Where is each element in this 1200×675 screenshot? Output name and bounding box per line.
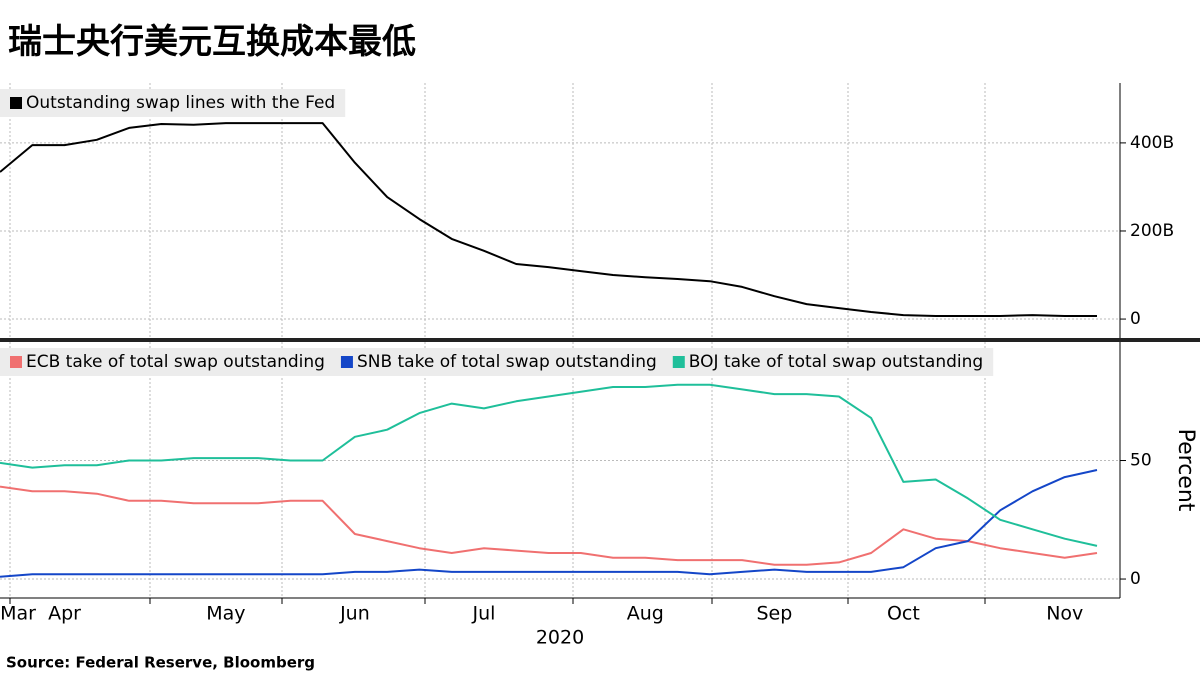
legend-bg: [0, 348, 994, 376]
x-tick-label: Jun: [339, 603, 370, 625]
x-tick-label: May: [206, 603, 245, 625]
legend-label: SNB take of total swap outstanding: [357, 352, 657, 372]
y-axis-label: Percent: [1173, 429, 1198, 512]
legend-swatch: [10, 356, 22, 368]
y-tick-label: 400B: [1130, 133, 1174, 153]
legend-swatch: [340, 356, 353, 368]
x-tick-label: Apr: [48, 603, 81, 625]
x-tick-label: Nov: [1046, 603, 1083, 625]
series-line: [0, 469, 1098, 578]
legend-swatch: [672, 356, 685, 368]
legend-label: BOJ take of total swap outstanding: [689, 352, 983, 372]
y-tick-label: 50: [1130, 451, 1152, 471]
series-line: [0, 485, 1098, 566]
x-tick-label: Mar: [0, 603, 36, 625]
series-line: [0, 383, 1098, 547]
chart-title: 瑞士央行美元互换成本最低: [8, 22, 416, 62]
legend-swatch: [10, 97, 22, 109]
y-tick-label: 0: [1130, 569, 1141, 589]
series-line: [0, 122, 1097, 317]
x-tick-label: Jul: [472, 603, 496, 625]
x-tick-label: Oct: [887, 603, 920, 625]
y-tick-label: 0: [1130, 309, 1141, 329]
legend-bg: [0, 89, 346, 117]
source: Source: Federal Reserve, Bloomberg: [6, 654, 315, 672]
legend-label: Outstanding swap lines with the Fed: [26, 93, 335, 113]
x-tick-label: Aug: [627, 603, 664, 625]
legend-label: ECB take of total swap outstanding: [26, 352, 325, 372]
x-tick-label: Sep: [756, 603, 792, 625]
y-tick-label: 200B: [1130, 221, 1174, 241]
x-axis-label: 2020: [536, 627, 584, 649]
